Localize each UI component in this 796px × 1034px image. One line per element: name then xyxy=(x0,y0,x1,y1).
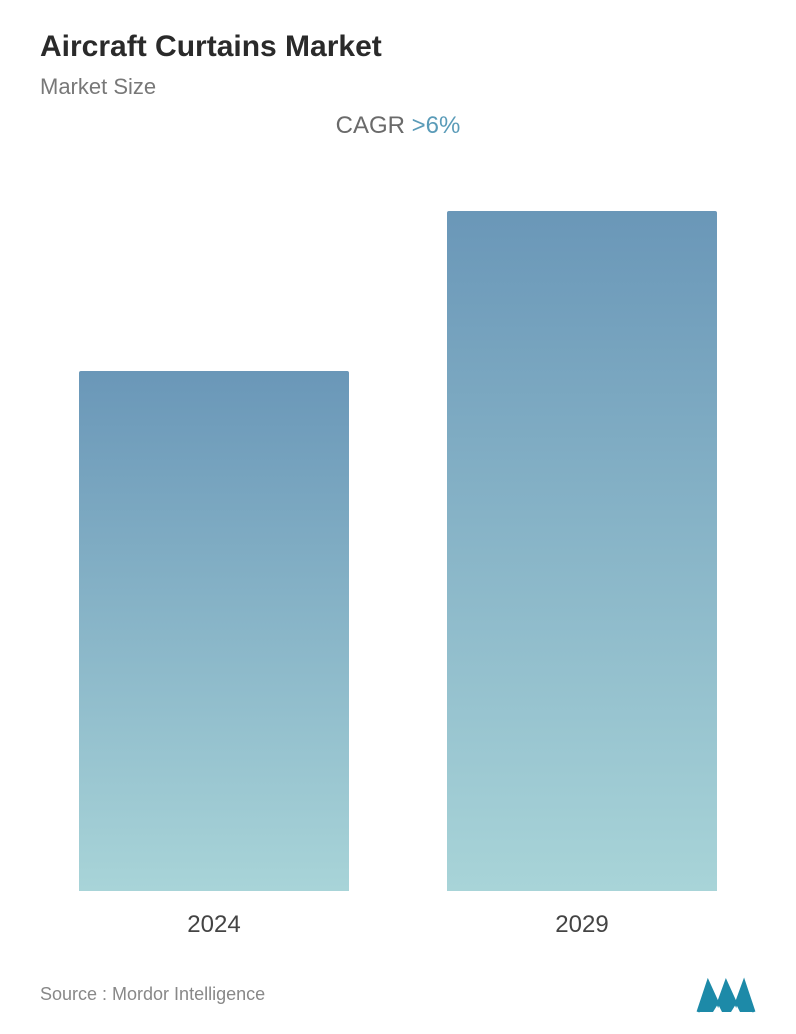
source-text: Source : Mordor Intelligence xyxy=(40,984,265,1005)
chart-container: Aircraft Curtains Market Market Size CAG… xyxy=(0,0,796,1034)
bar-group-1: 2029 xyxy=(447,211,717,939)
bar-group-0: 2024 xyxy=(79,371,349,939)
mordor-logo-icon xyxy=(696,974,756,1014)
bar-label-1: 2029 xyxy=(555,911,608,939)
cagr-row: CAGR >6% xyxy=(40,112,756,140)
bar-1 xyxy=(447,211,717,891)
chart-plot-area: 2024 2029 xyxy=(40,170,756,959)
cagr-label: CAGR xyxy=(336,112,412,139)
bar-0 xyxy=(79,371,349,891)
chart-footer: Source : Mordor Intelligence xyxy=(40,959,756,1014)
cagr-value: >6% xyxy=(412,112,461,139)
bar-label-0: 2024 xyxy=(187,911,240,939)
chart-subtitle: Market Size xyxy=(40,74,756,100)
chart-title: Aircraft Curtains Market xyxy=(40,30,756,64)
